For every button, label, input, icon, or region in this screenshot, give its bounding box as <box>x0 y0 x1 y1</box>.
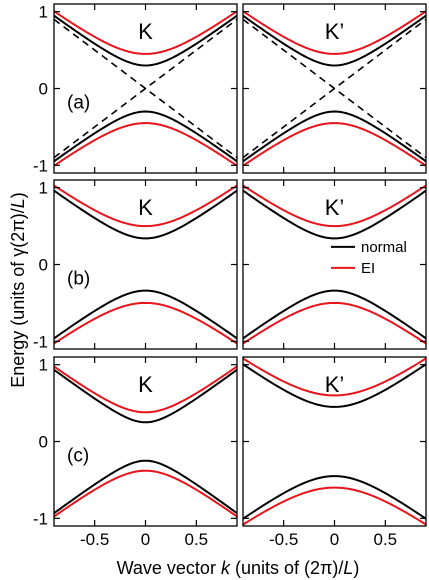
panel-curves <box>243 184 426 345</box>
y-tick-label: 0 <box>39 80 48 99</box>
normal-conduction-band <box>243 14 426 67</box>
panel-1-2: K’ <box>242 3 427 174</box>
valley-label: K <box>138 372 153 397</box>
ei-conduction-band <box>54 184 237 228</box>
x-axis-label-k: k <box>221 558 231 578</box>
ei-valence-band <box>243 486 426 526</box>
x-tick-label: -0.5 <box>269 530 298 549</box>
ei-valence-band <box>243 122 426 167</box>
panel-curves <box>243 10 426 167</box>
normal-valence-band <box>54 110 237 163</box>
ei-valence-band <box>54 122 237 167</box>
normal-conduction-band <box>54 368 237 424</box>
normal-conduction-band <box>54 189 237 240</box>
normal-conduction-band <box>243 363 426 408</box>
normal-valence-band <box>54 289 237 340</box>
ei-conduction-band <box>243 184 426 228</box>
x-axis-label: Wave vector k (units of (2π)/L) <box>117 558 360 578</box>
x-tick-label: 0.5 <box>185 530 209 549</box>
y-axis-label-suffix: ) <box>8 192 28 198</box>
x-axis-label-L: L <box>343 558 353 578</box>
x-tick-label: 0 <box>141 530 150 549</box>
y-tick-label: 0 <box>39 433 48 452</box>
y-axis-label-prefix: Energy (units of γ(2π)/ <box>8 208 28 387</box>
y-axis-label-L: L <box>8 198 28 208</box>
row-label: (b) <box>67 269 90 290</box>
valley-label: K <box>138 195 153 220</box>
y-tick-label: -1 <box>33 156 48 175</box>
panel-curves <box>54 10 237 167</box>
valley-label: K’ <box>325 195 345 220</box>
ei-conduction-band <box>243 10 426 55</box>
panel-curves <box>243 357 426 526</box>
valley-label: K <box>138 19 153 44</box>
x-tick-label: 0.5 <box>374 530 398 549</box>
panel-2-1: -1 0 1 K (b) <box>33 179 238 351</box>
ei-valence-band <box>54 301 237 345</box>
row-label: (a) <box>67 93 90 114</box>
y-tick-label: -1 <box>33 332 48 351</box>
ei-conduction-band <box>243 357 426 397</box>
normal-valence-band <box>243 475 426 520</box>
row-label: (c) <box>67 446 89 467</box>
ei-valence-band <box>243 301 426 345</box>
x-tick-label: 0 <box>330 530 339 549</box>
y-axis-label: Energy (units of γ(2π)/L) <box>8 192 28 388</box>
dirac-line-ascending <box>243 18 426 159</box>
y-tick-label: 1 <box>39 356 48 375</box>
panel-curves <box>54 184 237 345</box>
panel-1-1: -1 0 1 K (a) <box>33 3 238 175</box>
x-tick-label: -0.5 <box>80 530 109 549</box>
normal-valence-band <box>243 289 426 340</box>
panel-3-2: -0.5 0 0.5 K’ <box>242 356 427 549</box>
x-axis-label-prefix: Wave vector <box>117 558 221 578</box>
ei-conduction-band <box>54 10 237 55</box>
panel-curves <box>54 365 237 518</box>
ei-conduction-band <box>54 365 237 414</box>
y-tick-label: -1 <box>33 509 48 528</box>
panels-group: -1 0 1 K (a) K’ -1 0 1 K (b) K’ normal EI -1 0 1 -0.5 0 0.5… <box>33 3 427 549</box>
ei-valence-band <box>54 469 237 518</box>
normal-conduction-band <box>243 189 426 240</box>
dirac-line-ascending <box>54 18 237 159</box>
normal-conduction-band <box>54 14 237 67</box>
y-tick-label: 0 <box>39 256 48 275</box>
panel-2-2: K’ normal EI <box>242 179 427 350</box>
x-axis-label-suffix: ) <box>353 558 359 578</box>
panel-3-1: -1 0 1 -0.5 0 0.5 K (c) <box>33 356 238 549</box>
y-tick-label: 1 <box>39 179 48 198</box>
normal-valence-band <box>243 110 426 163</box>
valley-label: K’ <box>325 372 345 397</box>
y-tick-label: 1 <box>39 3 48 22</box>
legend-label-normal: normal <box>361 239 407 256</box>
normal-valence-band <box>54 459 237 515</box>
legend-label-EI: EI <box>361 260 375 277</box>
valley-label: K’ <box>325 19 345 44</box>
x-axis-label-middle: (units of (2π)/ <box>230 558 343 578</box>
